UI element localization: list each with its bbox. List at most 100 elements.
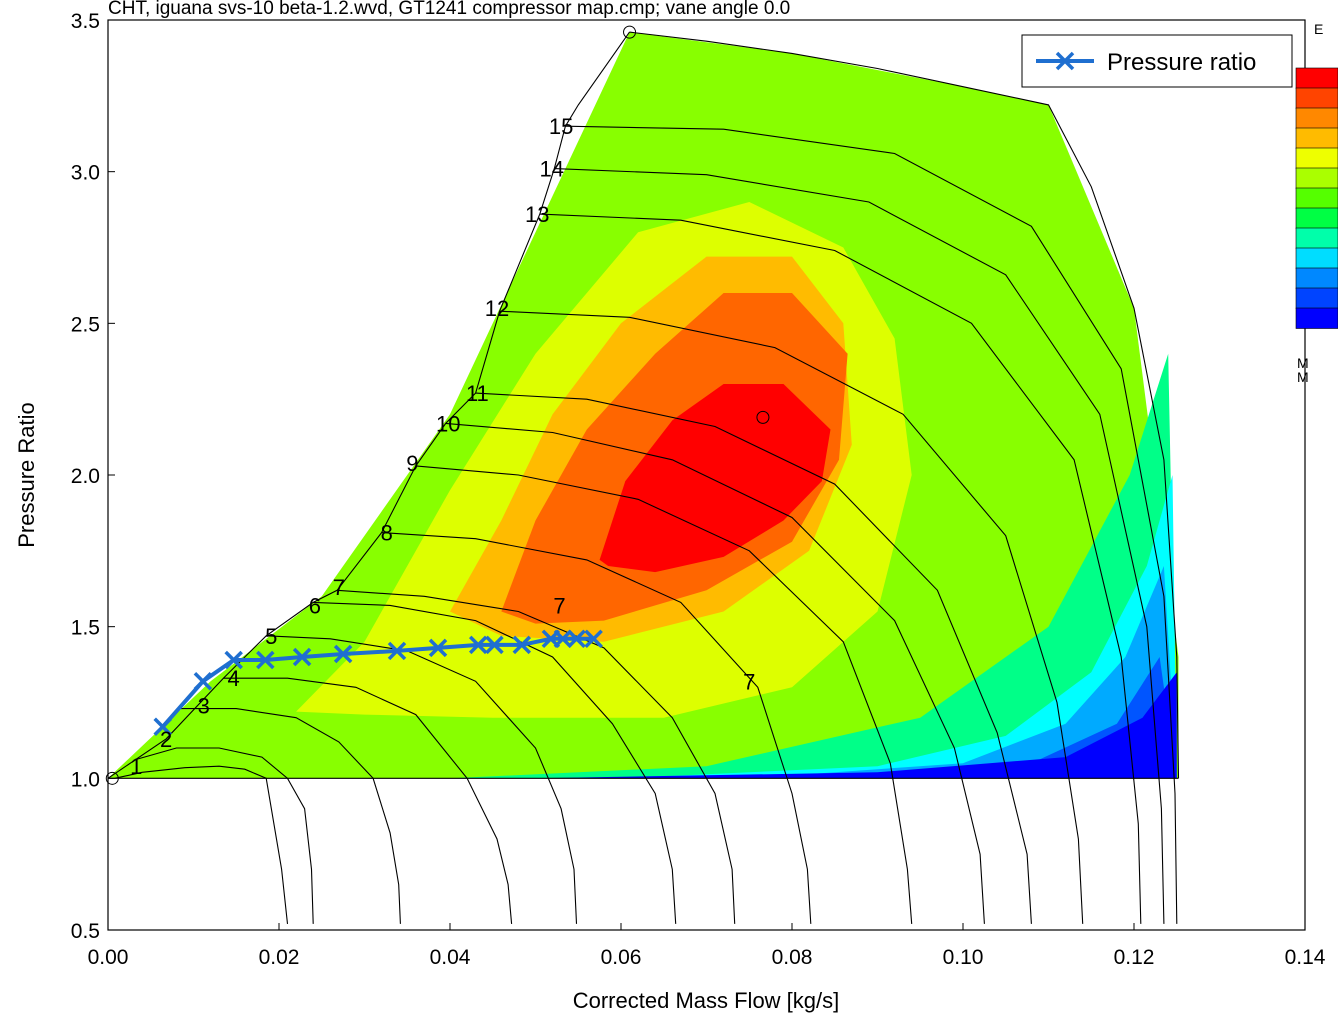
marked-points [105,25,770,785]
data-point [224,650,243,670]
speed-label-14: 14 [540,157,564,182]
legend-marker-icon [1055,51,1075,71]
x-tick-label: 0.00 [88,946,129,969]
colorbar-swatch [1295,87,1338,109]
data-point-stroke [512,635,532,655]
speed-label-9: 9 [406,451,418,476]
speed-line-1 [114,765,289,924]
speed-label-12: 12 [485,296,509,321]
data-point [193,672,213,691]
x-tick-label: 0.06 [601,946,642,969]
y-tick-label: 0.5 [71,920,100,943]
data-point-stroke [584,629,603,649]
legend: Pressure ratio [1021,34,1293,88]
colorbar-swatch [1295,167,1338,189]
data-point [428,638,448,658]
y-tick-label: 1.5 [71,617,100,640]
x-axis-ticks: 0.00 0.02 0.04 0.06 0.08 0.10 0.12 0.14 [88,923,1326,969]
colorbar-swatch [1295,207,1338,229]
data-point-stroke [567,629,586,649]
data-point [584,629,603,649]
chart-title: CHT, iguana svs-10 beta-1.2.wvd, GT1241 … [108,0,790,19]
x-tick-label: 0.10 [943,946,984,969]
colorbar-swatch [1295,247,1338,269]
speed-line-3 [180,708,401,924]
x-axis-label: Corrected Mass Flow [kg/s] [573,988,840,1013]
speed-label-2: 2 [160,727,172,752]
colorbar-panel: E M M [1295,21,1338,385]
speed-label-3: 3 [198,694,210,719]
side-label-2: M [1297,369,1309,385]
colorbar-swatch [1295,147,1338,169]
speed-line-4 [223,677,513,924]
speed-label-1: 1 [130,754,142,779]
speed-line-10 [445,422,985,924]
data-point-stroke [485,635,504,655]
efficiency-band-4 [749,566,1177,779]
speed-line-9 [415,465,913,924]
colorbar-swatch [1295,287,1338,309]
speed-line-11 [475,392,1032,924]
data-point-stroke [553,629,573,649]
speed-line-12 [499,310,1084,924]
data-point [292,647,312,667]
speed-line-7 [337,589,736,924]
marked-point-1 [623,25,637,39]
data-point [256,650,275,670]
data-point [553,629,573,649]
data-point [567,629,586,649]
speed-label-5: 5 [265,624,277,649]
speed-line-15 [565,125,1178,924]
colorbar-title: E [1314,21,1323,37]
marked-point-3 [105,771,119,785]
colorbar-swatch [1295,127,1338,149]
x-tick-label: 0.08 [772,946,813,969]
x-tick-label: 0.12 [1114,946,1155,969]
speed-line-6 [313,601,677,924]
speed-line-13 [539,213,1142,924]
efficiency-band-10 [599,384,831,573]
x-tick-label: 0.14 [1285,946,1326,969]
speed-label-15: 15 [549,114,573,139]
choke-boundary [629,31,1180,779]
data-point-stroke [193,672,213,691]
efficiency-band-6 [150,672,1177,779]
data-point-stroke [333,644,353,664]
speed-line-8 [381,532,812,924]
y-tick-label: 1.0 [71,768,100,791]
data-point-stroke [387,641,407,661]
data-point [333,644,353,664]
colorbar [1295,67,1338,329]
speed-label-6: 6 [309,593,321,618]
pressure-ratio-series [153,629,603,737]
data-point-stroke [256,650,275,670]
legend-box [1021,34,1293,88]
speed-label-8: 8 [381,521,393,546]
speed-lines [108,31,1180,924]
legend-label: Pressure ratio [1107,49,1256,76]
data-point-stroke [292,647,312,667]
colorbar-swatch [1295,227,1338,249]
colorbar-swatch [1295,107,1338,129]
marked-point-2 [756,410,770,424]
data-point [468,635,488,655]
efficiency-contours [108,32,1179,779]
data-point-stroke [153,717,172,737]
y-tick-label: 2.5 [71,313,100,336]
efficiency-band-2 [450,353,1177,779]
colorbar-swatch [1295,67,1338,89]
speed-label-7: 7 [333,575,345,600]
speed-line-5 [266,635,578,924]
y-axis-ticks: 0.5 1.0 1.5 2.0 2.5 3.0 3.5 [71,10,115,943]
speed-label-10: 10 [436,411,460,436]
x-tick-label: 0.02 [259,946,300,969]
data-point-stroke [428,638,448,658]
speed-line-2 [133,747,314,924]
x-tick-label: 0.04 [430,946,471,969]
colorbar-swatch [1295,267,1338,289]
data-point-stroke [224,650,243,670]
efficiency-label-2: 7 [743,669,755,694]
y-axis-label: Pressure Ratio [14,402,39,548]
